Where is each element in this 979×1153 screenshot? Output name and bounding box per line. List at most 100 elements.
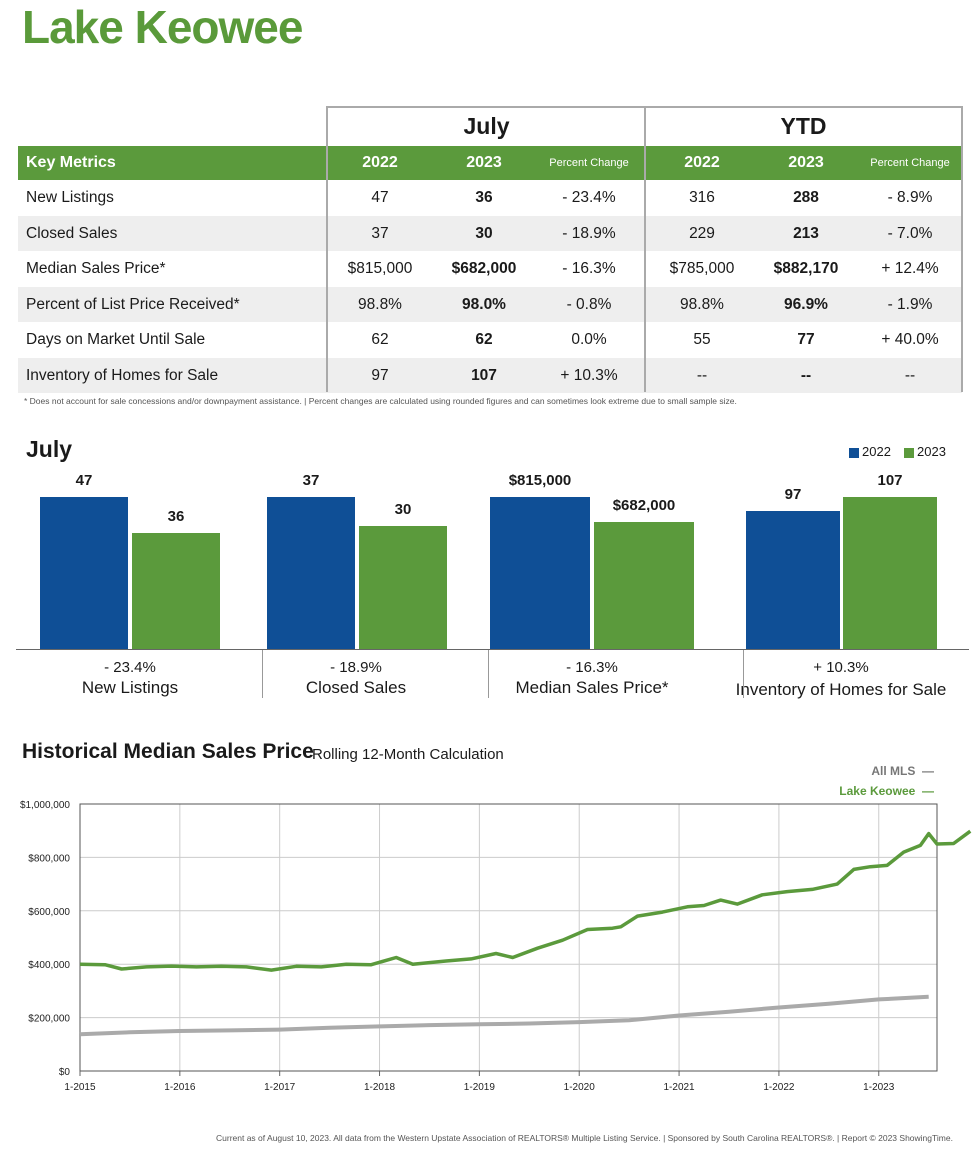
historical-title: Historical Median Sales Price: [22, 740, 314, 763]
legend-lake-keowee: Lake Keowee —: [839, 784, 934, 798]
table-row: Inventory of Homes for Sale 97 107 + 10.3% -…: [18, 357, 962, 393]
y-tick-label: $800,000: [28, 853, 70, 864]
bar-value-label: 37: [302, 472, 320, 489]
bar-group-separator: [262, 649, 263, 698]
bar-group-pct: - 16.3%: [566, 659, 618, 676]
x-tick-label: 1-2023: [863, 1082, 895, 1093]
table-row: Closed Sales 37 30 - 18.9% 229 213 - 7.0%: [18, 215, 962, 251]
x-tick-label: 1-2021: [663, 1082, 695, 1093]
metric-value-y22: 55: [693, 331, 711, 348]
metric-value-ypc: --: [904, 366, 916, 384]
metric-value-ypc: - 7.0%: [887, 224, 933, 242]
metric-value-jpc: - 0.8%: [566, 295, 612, 313]
x-tick-label: 1-2015: [64, 1082, 96, 1093]
bar-2022: [746, 511, 840, 649]
metric-value-y23: 96.9%: [784, 295, 828, 313]
metric-value-j23: 107: [471, 366, 497, 384]
bar-value-label: 97: [784, 486, 802, 504]
metric-value-j23: 30: [475, 224, 493, 242]
plot-frame: [79, 803, 938, 1072]
col-july-2023: 2023: [466, 154, 502, 171]
metric-value-y22: --: [696, 366, 708, 384]
legend-lake-keowee-label: Lake Keowee: [839, 784, 916, 798]
y-tick-label: $400,000: [28, 960, 70, 971]
metric-value-y22: 316: [689, 189, 715, 206]
metric-value-y22: 229: [689, 224, 715, 242]
table-row: Days on Market Until Sale 62 62 0.0% 55 77 + 4…: [18, 322, 962, 358]
y-tick-label: $1,000,000: [20, 800, 70, 811]
key-metrics-header: Key Metrics: [26, 154, 116, 171]
table-footnote: * Does not account for sale concessions …: [24, 396, 737, 406]
bar-value-label: $815,000: [508, 472, 572, 489]
metric-value-jpc: - 18.9%: [562, 224, 616, 242]
y-tick-label: $600,000: [28, 907, 70, 918]
table-row: New Listings 47 36 - 23.4% 316 288 - 8.9%: [18, 180, 962, 216]
bar-2023: [132, 532, 220, 649]
table-header-row: Key Metrics 2022 2023 Percent Change 202…: [18, 146, 962, 180]
x-tick-label: 1-2022: [763, 1082, 795, 1093]
legend-2023: 2023: [904, 444, 946, 459]
bar-group-pct: - 18.9%: [330, 659, 382, 676]
metric-value-y23: 77: [797, 331, 815, 348]
metric-value-j23: $682,000: [451, 260, 517, 277]
bar-value-label: $682,000: [612, 496, 676, 514]
bar-value-label: 47: [75, 472, 93, 489]
legend-all-mls-label: All MLS: [871, 764, 916, 778]
metric-value-j23: 36: [475, 189, 493, 206]
metric-value-jpc: - 23.4%: [562, 189, 616, 206]
bar-group-category: New Listings: [81, 678, 179, 697]
bar-group-separator: [743, 649, 744, 698]
table-divider: [961, 106, 963, 392]
bar-baseline: [16, 649, 969, 650]
y-tick-label: $0: [59, 1067, 71, 1078]
bar-2022: [40, 497, 128, 649]
page-title: Lake Keowee: [22, 1, 303, 53]
col-july-2022: 2022: [362, 154, 398, 171]
col-july-pct: Percent Change: [549, 157, 629, 169]
col-ytd-2023: 2023: [788, 154, 824, 171]
table-row: Median Sales Price* $815,000 $682,000 - 16.…: [18, 251, 962, 287]
x-tick-label: 1-2020: [564, 1082, 596, 1093]
bar-value-label: 107: [877, 472, 903, 489]
bar-2023: [359, 525, 447, 649]
metric-value-j22: 62: [371, 331, 389, 348]
metric-value-ypc: + 40.0%: [881, 331, 939, 348]
x-tick-label: 1-2017: [264, 1082, 296, 1093]
metric-value-j22: 98.8%: [358, 295, 402, 313]
legend-label-2023: 2023: [917, 444, 946, 459]
bar-2023: [843, 497, 937, 649]
bar-chart-title: July: [26, 436, 73, 462]
metric-value-ypc: - 8.9%: [887, 189, 933, 206]
metric-label: Days on Market Until Sale: [26, 331, 206, 348]
legend-swatch-2023: [904, 447, 914, 458]
metric-value-j22: 37: [371, 224, 389, 242]
metric-value-jpc: - 16.3%: [562, 260, 616, 277]
metric-value-j23: 62: [475, 331, 493, 348]
metric-value-y23: $882,170: [773, 260, 839, 277]
metric-label: Median Sales Price*: [26, 260, 166, 277]
bar-2022: [267, 497, 355, 649]
metric-value-ypc: + 12.4%: [881, 260, 939, 277]
metric-value-j23: 98.0%: [462, 295, 506, 313]
bar-group-separator: [488, 649, 489, 698]
series-lake-keowee-line: [79, 829, 972, 972]
metric-value-j22: 97: [371, 366, 389, 384]
metric-label: Closed Sales: [26, 224, 118, 242]
page-footer: Current as of August 10, 2023. All data …: [216, 1133, 953, 1143]
metric-value-jpc: + 10.3%: [560, 366, 618, 384]
table-row: Percent of List Price Received* 98.8% 98.0…: [18, 286, 962, 322]
bar-group-pct: + 10.3%: [813, 659, 869, 676]
table-divider: [644, 106, 646, 392]
metric-value-y23: 213: [793, 224, 819, 242]
period-ytd: YTD: [780, 113, 827, 139]
metric-value-jpc: 0.0%: [571, 331, 607, 348]
metric-value-y23: --: [800, 366, 812, 384]
x-tick-label: 1-2019: [464, 1082, 496, 1093]
bar-group-pct: - 23.4%: [104, 659, 156, 676]
metric-value-ypc: - 1.9%: [887, 295, 933, 313]
bar-value-label: 30: [394, 500, 412, 518]
series-all-mls-line: [79, 994, 929, 1037]
metric-value-y23: 288: [793, 189, 819, 206]
metric-value-j22: $815,000: [347, 260, 413, 277]
metric-label: Inventory of Homes for Sale: [26, 366, 219, 384]
